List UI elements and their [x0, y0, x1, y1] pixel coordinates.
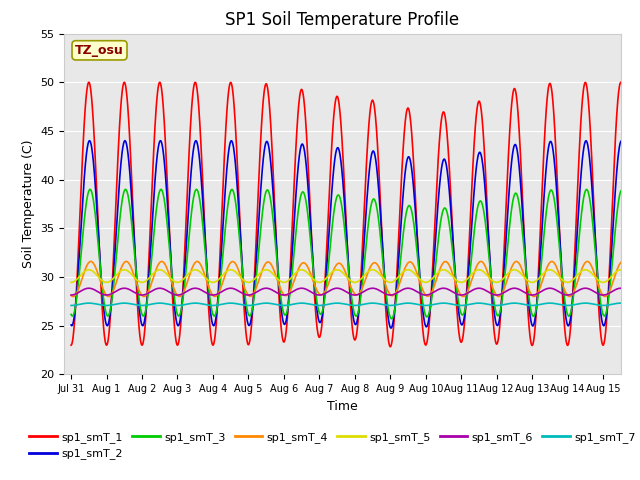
sp1_smT_6 — [500, 290, 508, 296]
sp1_smT_7 — [601, 302, 609, 308]
sp1_smT_7 — [601, 302, 609, 308]
Line: sp1_smT_7: sp1_smT_7 — [71, 303, 621, 305]
sp1_smT_1 — [602, 334, 609, 339]
X-axis label: Time: Time — [327, 400, 358, 413]
sp1_smT_2 — [320, 298, 328, 304]
sp1_smT_4 — [320, 290, 328, 296]
sp1_smT_1 — [67, 342, 75, 348]
sp1_smT_1 — [335, 97, 342, 103]
sp1_smT_1 — [617, 79, 625, 85]
sp1_smT_3 — [602, 312, 609, 318]
sp1_smT_6 — [601, 292, 609, 298]
sp1_smT_7 — [617, 300, 625, 306]
sp1_smT_7 — [335, 300, 342, 306]
sp1_smT_2 — [387, 325, 395, 331]
sp1_smT_6 — [617, 285, 625, 291]
sp1_smT_3 — [335, 192, 342, 198]
sp1_smT_5 — [320, 277, 328, 283]
sp1_smT_4 — [335, 260, 342, 266]
sp1_smT_5 — [601, 279, 609, 285]
sp1_smT_3 — [388, 316, 396, 322]
sp1_smT_2 — [86, 138, 93, 144]
sp1_smT_1 — [387, 344, 394, 349]
sp1_smT_4 — [602, 294, 609, 300]
sp1_smT_7 — [67, 302, 75, 308]
sp1_smT_4 — [617, 260, 625, 265]
sp1_smT_5 — [500, 275, 508, 281]
sp1_smT_4 — [67, 293, 75, 299]
sp1_smT_3 — [617, 188, 625, 194]
sp1_smT_2 — [617, 139, 625, 144]
sp1_smT_3 — [86, 187, 94, 192]
sp1_smT_2 — [95, 247, 103, 253]
sp1_smT_4 — [602, 294, 609, 300]
sp1_smT_2 — [500, 260, 508, 266]
Line: sp1_smT_4: sp1_smT_4 — [71, 262, 621, 297]
sp1_smT_5 — [617, 267, 625, 273]
sp1_smT_7 — [320, 302, 328, 308]
sp1_smT_2 — [602, 319, 609, 324]
sp1_smT_4 — [140, 294, 148, 300]
sp1_smT_6 — [601, 292, 609, 298]
Legend: sp1_smT_1, sp1_smT_2, sp1_smT_3, sp1_smT_4, sp1_smT_5, sp1_smT_6, sp1_smT_7: sp1_smT_1, sp1_smT_2, sp1_smT_3, sp1_smT… — [25, 428, 640, 464]
sp1_smT_3 — [602, 312, 609, 318]
sp1_smT_5 — [335, 267, 342, 273]
sp1_smT_2 — [335, 146, 342, 152]
sp1_smT_6 — [95, 289, 103, 295]
Title: SP1 Soil Temperature Profile: SP1 Soil Temperature Profile — [225, 11, 460, 29]
sp1_smT_1 — [320, 298, 328, 304]
sp1_smT_1 — [95, 244, 103, 250]
sp1_smT_5 — [601, 279, 609, 285]
Line: sp1_smT_1: sp1_smT_1 — [71, 82, 621, 347]
Line: sp1_smT_3: sp1_smT_3 — [71, 190, 621, 319]
sp1_smT_4 — [500, 286, 508, 291]
sp1_smT_4 — [95, 275, 103, 280]
sp1_smT_5 — [67, 279, 75, 285]
Line: sp1_smT_5: sp1_smT_5 — [71, 270, 621, 282]
sp1_smT_3 — [95, 255, 103, 261]
Line: sp1_smT_2: sp1_smT_2 — [71, 141, 621, 328]
sp1_smT_7 — [500, 302, 508, 308]
sp1_smT_4 — [584, 259, 591, 264]
sp1_smT_3 — [67, 312, 75, 317]
sp1_smT_3 — [320, 300, 328, 306]
sp1_smT_5 — [95, 275, 103, 280]
sp1_smT_6 — [335, 286, 342, 291]
sp1_smT_2 — [67, 322, 75, 328]
sp1_smT_7 — [95, 302, 103, 308]
sp1_smT_2 — [602, 320, 609, 326]
Line: sp1_smT_6: sp1_smT_6 — [71, 288, 621, 295]
Y-axis label: Soil Temperature (C): Soil Temperature (C) — [22, 140, 35, 268]
Text: TZ_osu: TZ_osu — [75, 44, 124, 57]
sp1_smT_6 — [320, 291, 328, 297]
sp1_smT_1 — [500, 245, 508, 251]
sp1_smT_1 — [601, 336, 609, 342]
sp1_smT_3 — [500, 276, 508, 282]
sp1_smT_6 — [67, 292, 75, 298]
